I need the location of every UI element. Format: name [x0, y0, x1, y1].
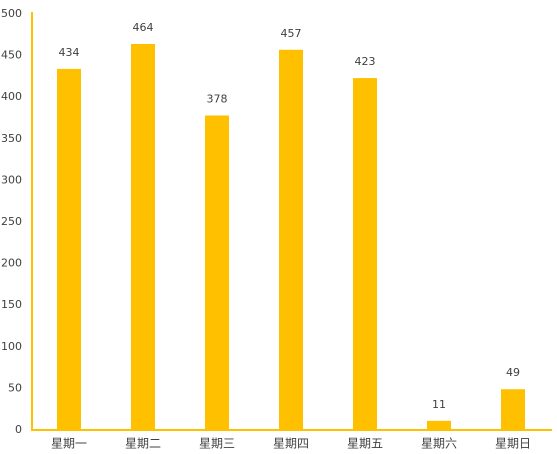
x-tick-label: 星期五	[347, 437, 383, 451]
bar	[501, 389, 525, 430]
data-label: 423	[355, 55, 376, 68]
x-tick-label: 星期三	[199, 437, 235, 451]
bar	[205, 115, 229, 430]
x-tick-label: 星期四	[273, 437, 309, 451]
data-label: 464	[133, 21, 154, 34]
y-tick-label: 350	[1, 132, 22, 145]
y-tick-label: 100	[1, 340, 22, 353]
bar	[279, 49, 303, 430]
x-tick-label: 星期一	[51, 437, 87, 451]
y-tick-label: 200	[1, 257, 22, 270]
x-tick-label: 星期六	[421, 437, 457, 451]
x-tick-label: 星期日	[495, 437, 531, 451]
data-label: 457	[281, 27, 302, 40]
data-label: 49	[506, 366, 520, 379]
x-tick-label: 星期二	[125, 437, 161, 451]
data-label: 434	[59, 46, 80, 59]
y-tick-label: 0	[15, 423, 22, 436]
bar	[427, 420, 451, 430]
y-tick-label: 400	[1, 90, 22, 103]
bar	[131, 43, 155, 431]
bar	[353, 78, 377, 431]
data-label: 378	[207, 93, 228, 106]
y-tick-label: 50	[8, 381, 22, 394]
y-tick-label: 250	[1, 215, 22, 228]
y-tick-label: 500	[1, 7, 22, 20]
y-tick-label: 300	[1, 173, 22, 186]
y-tick-label: 450	[1, 49, 22, 62]
data-label: 11	[432, 398, 446, 411]
bar	[57, 68, 81, 431]
y-tick-label: 150	[1, 298, 22, 311]
